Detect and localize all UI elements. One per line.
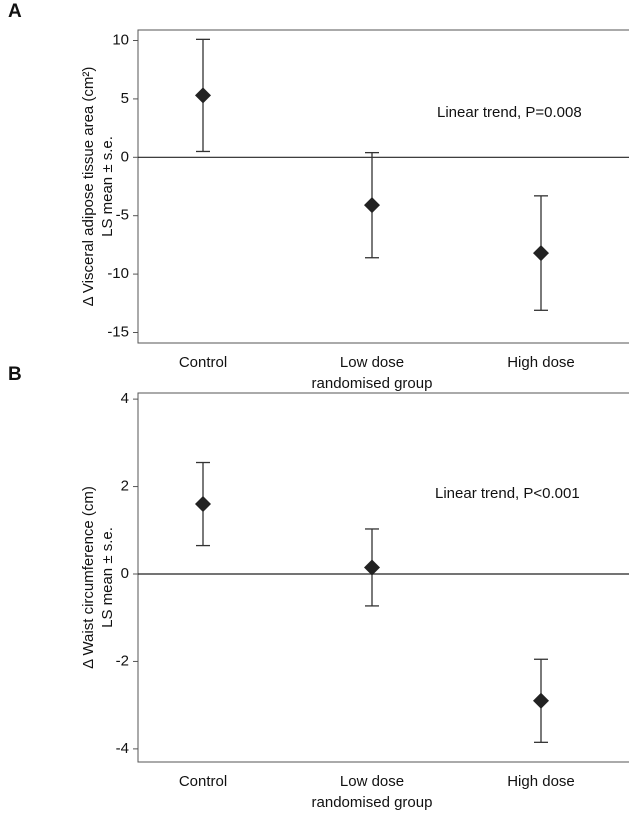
x-tick-label: Low dose — [340, 354, 404, 371]
y-axis-label: LS mean ± s.e. — [99, 136, 116, 237]
y-tick-label: 0 — [121, 565, 129, 582]
y-tick-label: -10 — [107, 265, 129, 282]
y-tick-label: 10 — [112, 31, 129, 48]
x-tick-label: Control — [179, 773, 227, 790]
x-tick-label: High dose — [507, 773, 575, 790]
mean-marker — [364, 197, 380, 214]
annotation: Linear trend, P<0.001 — [435, 485, 580, 502]
x-tick-label: High dose — [507, 354, 575, 371]
y-axis-label: Δ Visceral adipose tissue area (cm²) — [80, 67, 97, 307]
mean-marker — [195, 87, 211, 104]
x-tick-label: Control — [179, 354, 227, 371]
mean-marker — [533, 692, 549, 709]
y-axis-label: Δ Waist circumference (cm) — [80, 486, 97, 669]
y-tick-label: 4 — [121, 390, 129, 407]
y-tick-label: -4 — [116, 740, 129, 757]
x-tick-label: Low dose — [340, 773, 404, 790]
mean-marker — [364, 559, 380, 576]
panel-label: A — [8, 1, 22, 22]
annotation: Linear trend, P=0.008 — [437, 104, 582, 121]
mean-marker — [533, 245, 549, 262]
y-tick-label: 0 — [121, 148, 129, 165]
y-tick-label: -5 — [116, 207, 129, 224]
mean-marker — [195, 496, 211, 513]
panel-label: B — [8, 364, 22, 385]
y-tick-label: -15 — [107, 323, 129, 340]
y-axis-label: LS mean ± s.e. — [99, 527, 116, 628]
x-axis-label: randomised group — [312, 794, 433, 811]
plot-frame — [137, 29, 629, 344]
plot-frame — [137, 392, 629, 763]
x-axis-label: randomised group — [312, 375, 433, 392]
y-tick-label: -2 — [116, 652, 129, 669]
y-tick-label: 2 — [121, 478, 129, 495]
y-tick-label: 5 — [121, 90, 129, 107]
